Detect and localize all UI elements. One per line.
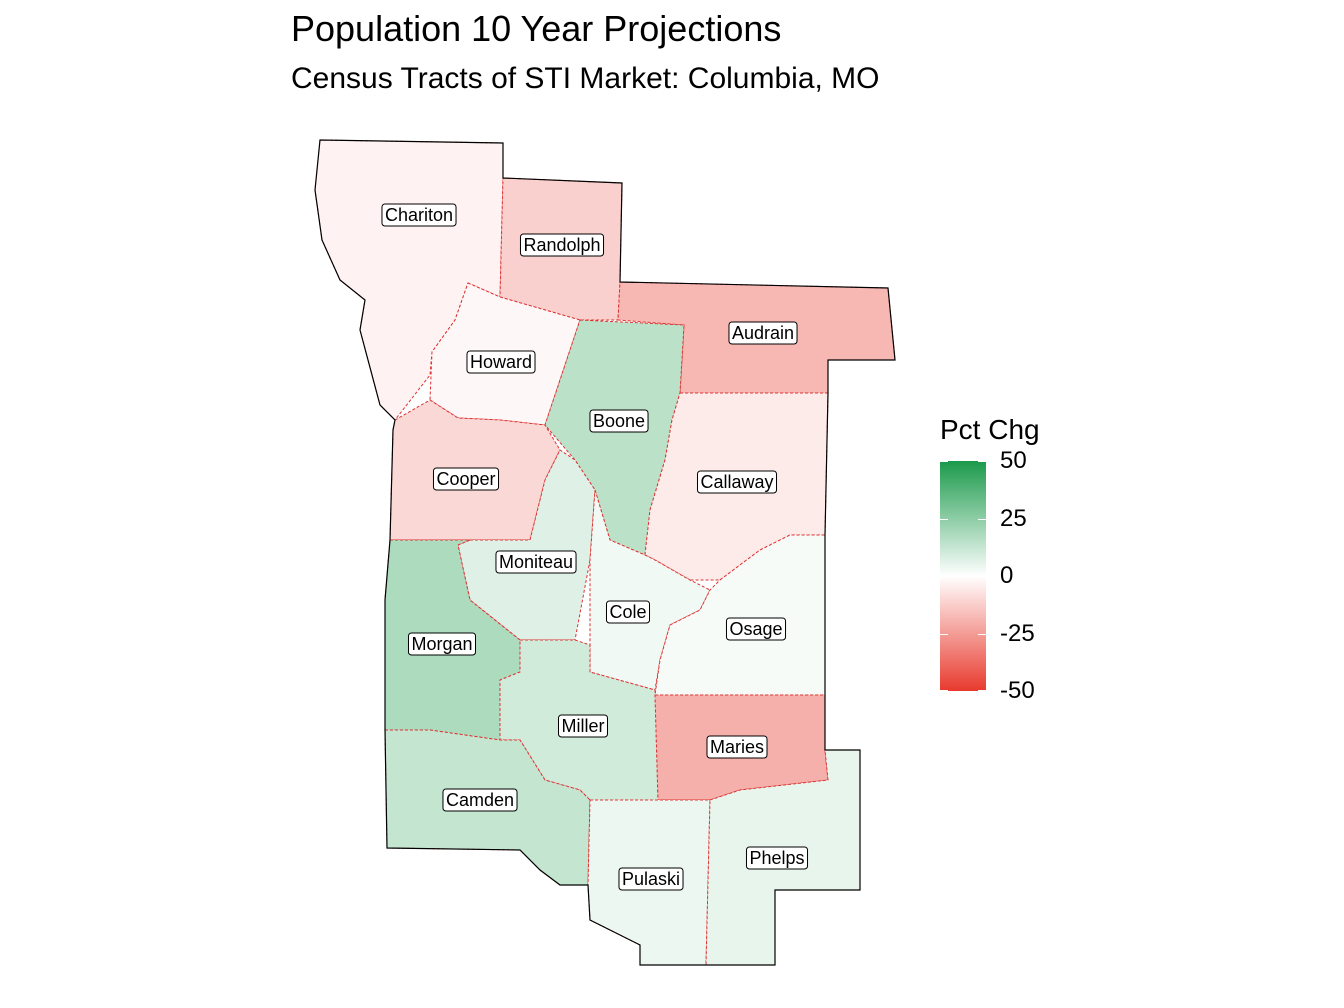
county-label-audrain: Audrain (728, 321, 798, 345)
county-label-text: Maries (710, 737, 764, 757)
county-label-text: Miller (562, 716, 605, 736)
county-label-text: Phelps (749, 848, 804, 868)
county-label-box (618, 867, 684, 891)
legend-tick-label: 25 (1000, 504, 1027, 532)
legend-tick-label: -25 (1000, 619, 1035, 647)
legend-tick-label: -50 (1000, 677, 1035, 704)
county-label-box (728, 321, 798, 345)
county-label-box (442, 788, 518, 812)
county-label-box (495, 550, 577, 574)
county-label-text: Boone (593, 411, 645, 431)
county-label-text: Pulaski (622, 869, 680, 889)
county-label-text: Randolph (523, 235, 600, 255)
county-label-box (725, 617, 787, 641)
county-label-cole: Cole (605, 600, 651, 624)
county-label-text: Osage (729, 619, 782, 639)
map-title: Population 10 Year Projections (291, 8, 782, 49)
county-label-cooper: Cooper (432, 467, 500, 491)
county-label-camden: Camden (442, 788, 518, 812)
legend-tick-label: 0 (1000, 562, 1014, 589)
county-label-box (745, 846, 809, 870)
county-label-box (381, 203, 457, 227)
county-labels: Chariton Randolph Audrain Howard Boone Cooper… (381, 203, 809, 891)
county-label-miller: Miller (558, 714, 609, 738)
county-label-text: Audrain (732, 323, 794, 343)
county-label-text: Morgan (411, 634, 472, 654)
county-label-chariton: Chariton (381, 203, 457, 227)
county-label-phelps: Phelps (745, 846, 809, 870)
map-subtitle: Census Tracts of STI Market: Columbia, M… (291, 62, 880, 95)
county-label-text: Moniteau (499, 552, 573, 572)
county-osage[interactable] (654, 534, 826, 696)
county-label-text: Cole (609, 602, 646, 622)
market-outline (314, 139, 896, 966)
county-label-box (432, 467, 500, 491)
county-label-moniteau: Moniteau (495, 550, 577, 574)
county-label-text: Camden (446, 790, 514, 810)
county-label-howard: Howard (466, 350, 536, 374)
county-label-text: Callaway (700, 472, 773, 492)
county-label-box (519, 233, 605, 257)
county-label-box (589, 409, 649, 433)
county-label-box (466, 350, 536, 374)
county-label-box (696, 470, 778, 494)
county-label-randolph: Randolph (519, 233, 605, 257)
county-label-boone: Boone (589, 409, 649, 433)
county-label-maries: Maries (706, 735, 768, 759)
county-label-pulaski: Pulaski (618, 867, 684, 891)
legend-title: Pct Chg (940, 414, 1040, 445)
county-label-box (605, 600, 651, 624)
county-label-box (558, 714, 609, 738)
county-label-box (706, 735, 768, 759)
county-label-callaway: Callaway (696, 470, 778, 494)
county-label-text: Chariton (385, 205, 453, 225)
county-moniteau[interactable] (457, 449, 596, 641)
county-label-box (407, 632, 477, 656)
county-label-text: Cooper (436, 469, 495, 489)
county-label-text: Howard (470, 352, 532, 372)
legend-tick-label: 50 (1000, 447, 1027, 474)
county-label-osage: Osage (725, 617, 787, 641)
county-polygons (314, 139, 896, 966)
county-label-morgan: Morgan (407, 632, 477, 656)
